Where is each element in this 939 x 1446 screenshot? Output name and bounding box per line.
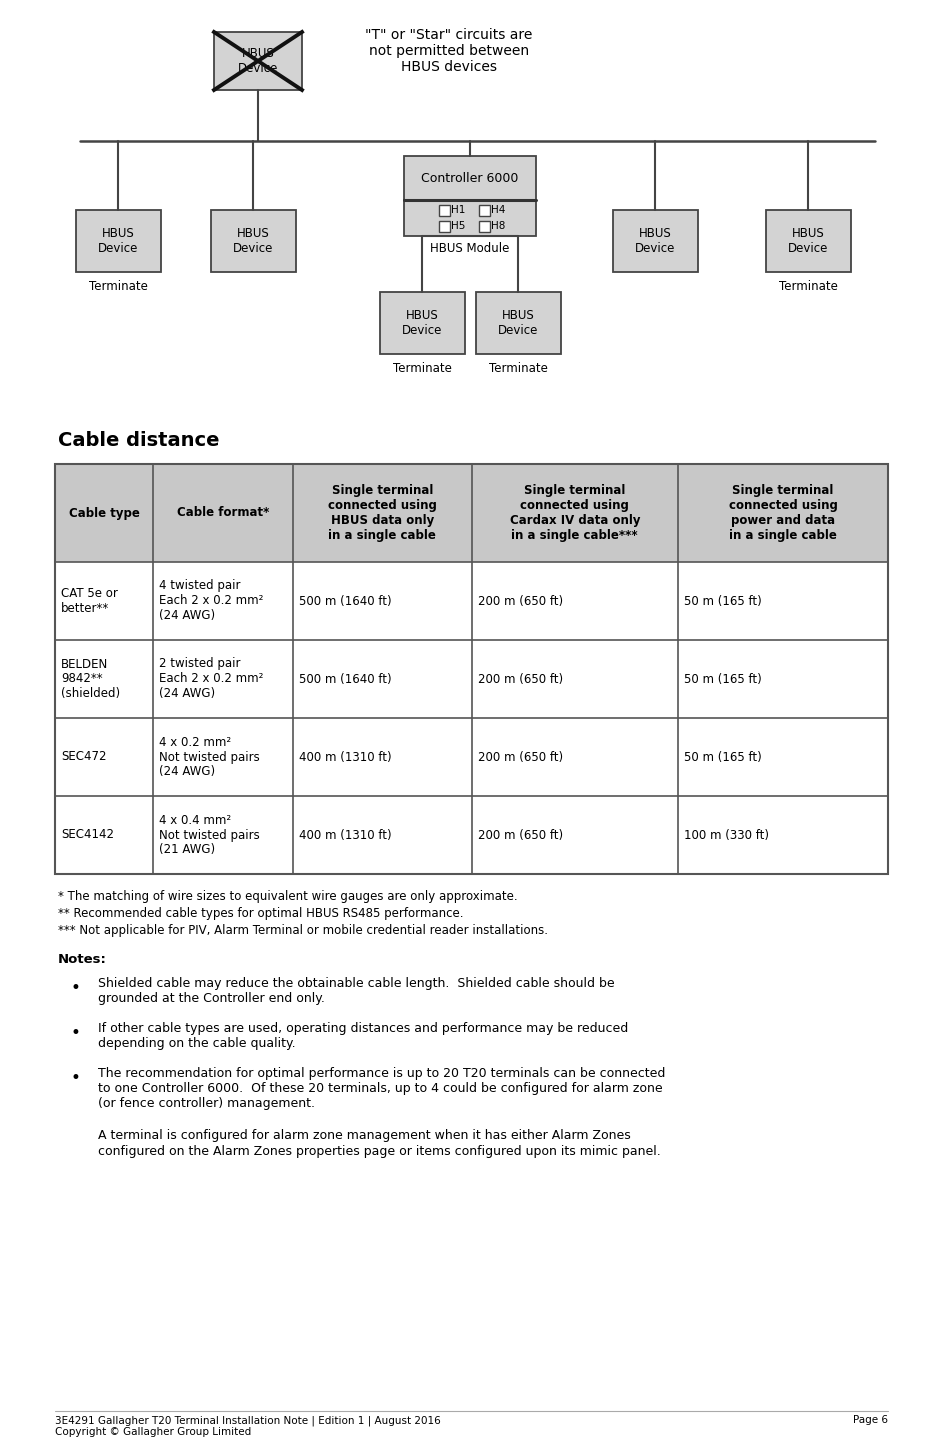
- Text: A terminal is configured for alarm zone management when it has either Alarm Zone: A terminal is configured for alarm zone …: [98, 1129, 661, 1157]
- Text: 200 m (650 ft): 200 m (650 ft): [478, 672, 562, 685]
- Text: HBUS
Device: HBUS Device: [635, 227, 675, 254]
- Text: •: •: [70, 979, 80, 996]
- Text: 4 x 0.2 mm²
Not twisted pairs
(24 AWG): 4 x 0.2 mm² Not twisted pairs (24 AWG): [160, 736, 260, 778]
- Bar: [479, 220, 489, 231]
- Bar: [379, 292, 465, 354]
- Bar: [404, 156, 536, 200]
- Text: ** Recommended cable types for optimal HBUS RS485 performance.: ** Recommended cable types for optimal H…: [58, 907, 464, 920]
- Text: 3E4291 Gallagher T20 Terminal Installation Note | Edition 1 | August 2016
Copyri: 3E4291 Gallagher T20 Terminal Installati…: [55, 1416, 440, 1437]
- Text: Cable distance: Cable distance: [58, 431, 220, 451]
- Text: Cable type: Cable type: [69, 506, 140, 519]
- Text: Terminate: Terminate: [393, 363, 452, 376]
- Text: The recommendation for optimal performance is up to 20 T20 terminals can be conn: The recommendation for optimal performan…: [98, 1067, 666, 1111]
- Text: If other cable types are used, operating distances and performance may be reduce: If other cable types are used, operating…: [98, 1022, 628, 1050]
- Text: H5: H5: [452, 221, 466, 231]
- Bar: [765, 210, 851, 272]
- Bar: [612, 210, 698, 272]
- Bar: [439, 204, 450, 215]
- Text: * The matching of wire sizes to equivalent wire gauges are only approximate.: * The matching of wire sizes to equivale…: [58, 889, 517, 902]
- Text: 4 x 0.4 mm²
Not twisted pairs
(21 AWG): 4 x 0.4 mm² Not twisted pairs (21 AWG): [160, 814, 260, 856]
- Text: Single terminal
connected using
power and data
in a single cable: Single terminal connected using power an…: [729, 484, 838, 542]
- Text: •: •: [70, 1069, 80, 1087]
- Bar: [214, 32, 302, 90]
- Text: *** Not applicable for PIV, Alarm Terminal or mobile credential reader installat: *** Not applicable for PIV, Alarm Termin…: [58, 924, 548, 937]
- Text: 50 m (165 ft): 50 m (165 ft): [685, 672, 762, 685]
- Text: Notes:: Notes:: [58, 953, 107, 966]
- Text: Cable format*: Cable format*: [177, 506, 269, 519]
- Bar: [210, 210, 296, 272]
- Bar: [479, 204, 489, 215]
- Bar: [475, 292, 561, 354]
- Text: HBUS
Device: HBUS Device: [233, 227, 273, 254]
- Text: 200 m (650 ft): 200 m (650 ft): [478, 750, 562, 763]
- Text: Terminate: Terminate: [488, 363, 547, 376]
- Text: SEC4142: SEC4142: [61, 829, 114, 842]
- Text: 400 m (1310 ft): 400 m (1310 ft): [300, 829, 392, 842]
- Text: Terminate: Terminate: [778, 281, 838, 294]
- Text: H1: H1: [452, 205, 466, 215]
- Text: SEC472: SEC472: [61, 750, 106, 763]
- Text: 100 m (330 ft): 100 m (330 ft): [685, 829, 769, 842]
- Bar: [75, 210, 161, 272]
- Text: HBUS Module: HBUS Module: [430, 243, 510, 256]
- Text: Single terminal
connected using
Cardax IV data only
in a single cable***: Single terminal connected using Cardax I…: [510, 484, 640, 542]
- Bar: [404, 200, 536, 236]
- Text: •: •: [70, 1024, 80, 1043]
- Text: Page 6: Page 6: [853, 1416, 888, 1424]
- Text: 500 m (1640 ft): 500 m (1640 ft): [300, 672, 392, 685]
- Text: HBUS
Device: HBUS Device: [238, 48, 278, 75]
- Text: Shielded cable may reduce the obtainable cable length.  Shielded cable should be: Shielded cable may reduce the obtainable…: [98, 977, 615, 1005]
- Text: BELDEN
9842**
(shielded): BELDEN 9842** (shielded): [61, 658, 120, 700]
- Text: 400 m (1310 ft): 400 m (1310 ft): [300, 750, 392, 763]
- Text: Single terminal
connected using
HBUS data only
in a single cable: Single terminal connected using HBUS dat…: [328, 484, 437, 542]
- Text: HBUS
Device: HBUS Device: [98, 227, 138, 254]
- Text: HBUS
Device: HBUS Device: [402, 309, 442, 337]
- Text: "T" or "Star" circuits are
not permitted between
HBUS devices: "T" or "Star" circuits are not permitted…: [365, 27, 532, 74]
- Bar: [55, 464, 888, 562]
- Text: Controller 6000: Controller 6000: [422, 172, 518, 185]
- Text: H8: H8: [491, 221, 506, 231]
- Text: 4 twisted pair
Each 2 x 0.2 mm²
(24 AWG): 4 twisted pair Each 2 x 0.2 mm² (24 AWG): [160, 580, 264, 622]
- Bar: [439, 220, 450, 231]
- Text: CAT 5e or
better**: CAT 5e or better**: [61, 587, 118, 615]
- Bar: [55, 464, 888, 873]
- Text: 200 m (650 ft): 200 m (650 ft): [478, 594, 562, 607]
- Text: 500 m (1640 ft): 500 m (1640 ft): [300, 594, 392, 607]
- Text: 2 twisted pair
Each 2 x 0.2 mm²
(24 AWG): 2 twisted pair Each 2 x 0.2 mm² (24 AWG): [160, 658, 264, 700]
- Text: 200 m (650 ft): 200 m (650 ft): [478, 829, 562, 842]
- Text: 50 m (165 ft): 50 m (165 ft): [685, 594, 762, 607]
- Text: HBUS
Device: HBUS Device: [788, 227, 828, 254]
- Text: Terminate: Terminate: [88, 281, 147, 294]
- Text: 50 m (165 ft): 50 m (165 ft): [685, 750, 762, 763]
- Text: H4: H4: [491, 205, 506, 215]
- Text: HBUS
Device: HBUS Device: [498, 309, 538, 337]
